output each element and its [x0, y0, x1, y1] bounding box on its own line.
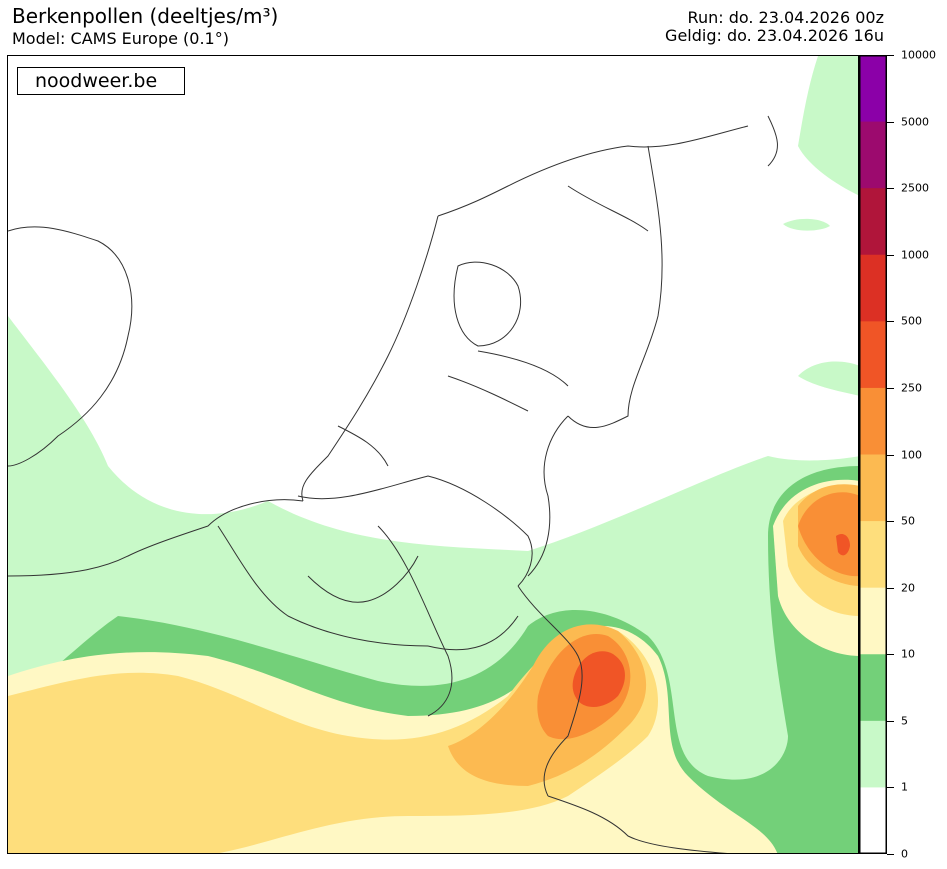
field-level-1-ne2: [783, 218, 830, 231]
colorbar-band: [859, 521, 887, 589]
map-title: Berkenpollen (deeltjes/m³): [12, 4, 279, 28]
pollen-field: [8, 56, 858, 853]
colorbar-label: 10000: [901, 48, 936, 62]
borders: [8, 115, 778, 853]
colorbar-label: 1: [901, 780, 908, 794]
colorbar-band: [859, 254, 887, 322]
colorbar-band: [859, 454, 887, 522]
colorbar-tick: [887, 121, 894, 123]
colorbar-border: [859, 55, 887, 854]
colorbar-tick: [887, 521, 894, 523]
colorbar: [859, 55, 887, 854]
colorbar-tick: [887, 55, 894, 56]
colorbar-band: [859, 587, 887, 655]
colorbar-label: 0: [901, 847, 908, 861]
colorbar-label: 20: [901, 581, 915, 595]
field-level-1-ne: [798, 56, 858, 196]
colorbar-band: [859, 55, 887, 123]
colorbar-label: 2500: [901, 181, 929, 195]
field-level-250: [572, 651, 625, 708]
colorbar-band: [859, 121, 887, 189]
valid-time: Geldig: do. 23.04.2026 16u: [665, 26, 884, 45]
colorbar-tick: [887, 254, 894, 256]
colorbar-band: [859, 720, 887, 788]
colorbar-tick: [887, 387, 894, 389]
colorbar-band: [859, 654, 887, 722]
colorbar-tick: [887, 321, 894, 323]
colorbar-band: [859, 387, 887, 455]
colorbar-tick: [887, 587, 894, 589]
colorbar-band: [859, 787, 887, 854]
colorbar-tick: [887, 654, 894, 656]
brand-label: noodweer.be: [17, 67, 185, 95]
colorbar-tick: [887, 787, 894, 789]
colorbar-tick: [887, 854, 894, 855]
pollen-map: noodweer.be: [7, 55, 859, 854]
field-level-20: [8, 627, 658, 853]
colorbar-tick: [887, 454, 894, 456]
colorbar-label: 100: [901, 448, 922, 461]
colorbar-label: 5: [901, 714, 908, 728]
colorbar-label: 500: [901, 314, 922, 328]
colorbar-band: [859, 321, 887, 389]
field-level-250-e: [836, 534, 850, 556]
colorbar-label: 10: [901, 647, 915, 661]
run-time: Run: do. 23.04.2026 00z: [687, 8, 884, 27]
colorbar-tick: [887, 720, 894, 722]
colorbar-label: 5000: [901, 115, 929, 129]
colorbar-label: 50: [901, 514, 915, 528]
model-label: Model: CAMS Europe (0.1°): [12, 29, 229, 48]
colorbar-label: 250: [901, 381, 922, 395]
colorbar-tick: [887, 188, 894, 190]
colorbar-label: 1000: [901, 248, 929, 262]
field-level-1-e: [798, 361, 858, 396]
colorbar-band: [859, 188, 887, 256]
